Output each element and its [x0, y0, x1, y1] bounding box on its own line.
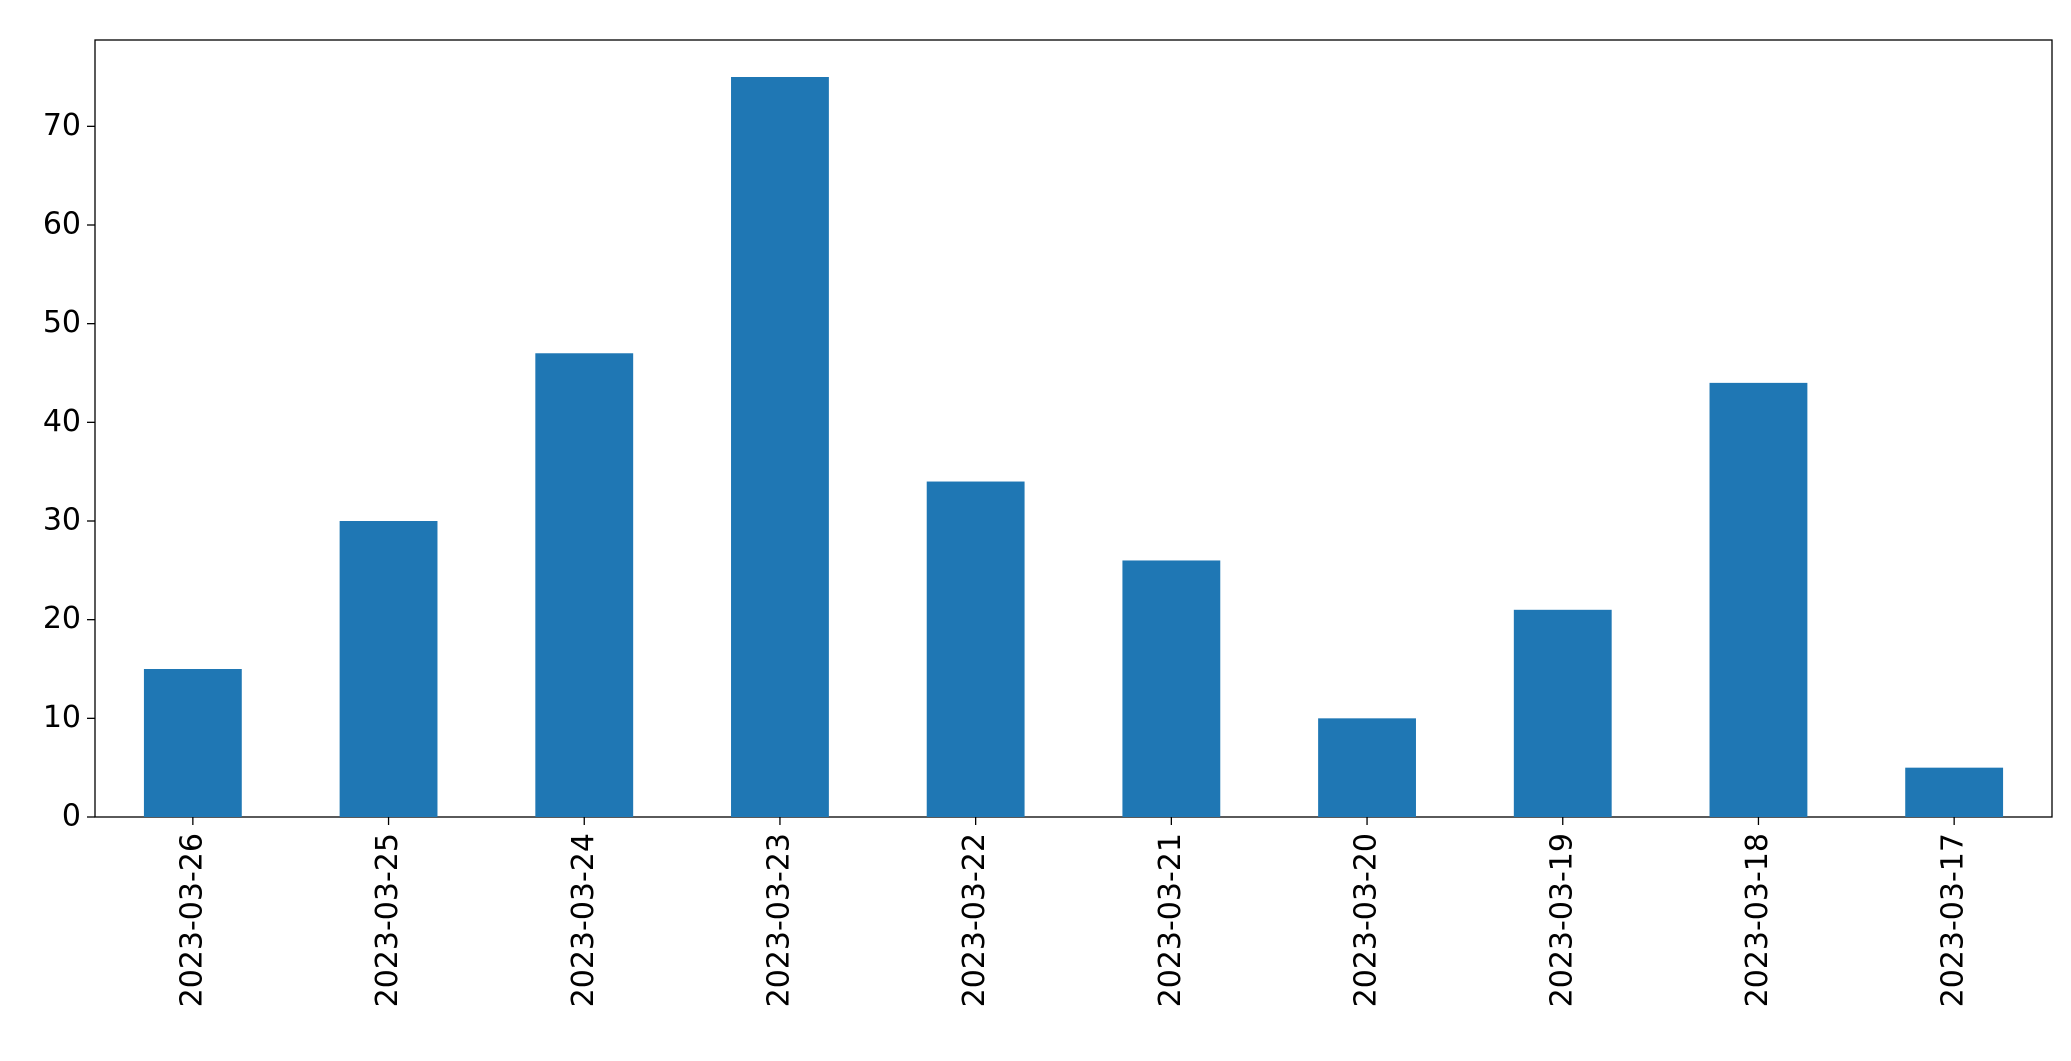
y-tick-label: 0	[62, 799, 81, 834]
y-tick-label: 70	[43, 108, 81, 143]
x-tick-label: 2023-03-23	[761, 833, 796, 1007]
y-tick-label: 40	[43, 404, 81, 439]
y-tick-label: 10	[43, 700, 81, 735]
y-tick-label: 60	[43, 207, 81, 242]
x-tick-label: 2023-03-20	[1349, 833, 1384, 1007]
x-tick-label: 2023-03-18	[1740, 833, 1775, 1007]
bar	[731, 77, 829, 817]
bar	[926, 481, 1025, 817]
bar	[1513, 609, 1612, 817]
bar	[535, 353, 634, 817]
bar	[1905, 767, 2004, 817]
x-tick-label: 2023-03-17	[1936, 833, 1971, 1007]
x-tick-label: 2023-03-19	[1544, 833, 1579, 1007]
x-tick-label: 2023-03-21	[1153, 833, 1188, 1007]
plot-frame	[94, 39, 2053, 818]
x-tick-label: 2023-03-22	[957, 833, 992, 1007]
bar	[1318, 718, 1416, 817]
bar	[1122, 560, 1221, 817]
x-tick-label: 2023-03-26	[174, 833, 209, 1007]
y-tick-label: 20	[43, 601, 81, 636]
x-tick-label: 2023-03-24	[566, 833, 601, 1007]
bar	[143, 669, 242, 817]
bar	[339, 521, 438, 817]
y-tick-label: 30	[43, 503, 81, 538]
x-tick-label: 2023-03-25	[370, 833, 405, 1007]
y-tick-label: 50	[43, 305, 81, 340]
bar	[1709, 382, 1808, 817]
